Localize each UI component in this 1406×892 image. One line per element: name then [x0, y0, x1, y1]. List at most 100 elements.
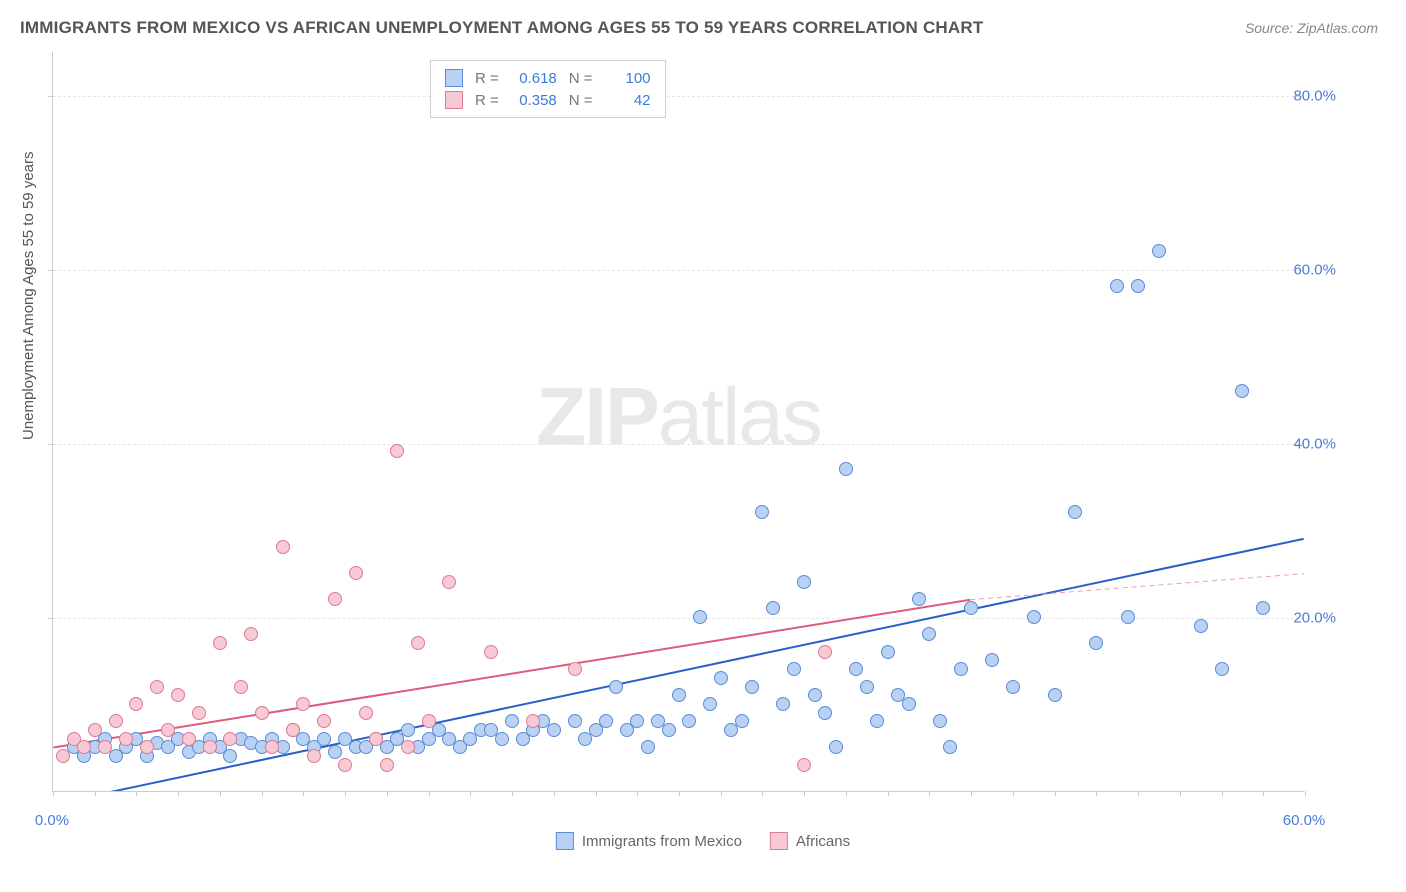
data-point [150, 680, 164, 694]
data-point [1006, 680, 1020, 694]
legend-series-item: Africans [770, 832, 850, 850]
legend-swatch [770, 832, 788, 850]
data-point [797, 758, 811, 772]
x-tick [1180, 791, 1181, 796]
x-tick [1305, 791, 1306, 796]
data-point [203, 740, 217, 754]
data-point [328, 592, 342, 606]
data-point [829, 740, 843, 754]
y-tick-label: 20.0% [1293, 609, 1336, 626]
data-point [484, 645, 498, 659]
data-point [129, 697, 143, 711]
data-point [369, 732, 383, 746]
y-tick-label: 60.0% [1293, 261, 1336, 278]
legend-swatch [445, 69, 463, 87]
data-point [797, 575, 811, 589]
x-tick [762, 791, 763, 796]
data-point [192, 706, 206, 720]
legend-r-value: 0.618 [507, 70, 557, 87]
watermark-atlas: atlas [658, 371, 821, 462]
x-tick [554, 791, 555, 796]
legend-r-value: 0.358 [507, 92, 557, 109]
legend-r-label: R = [475, 70, 499, 87]
data-point [599, 714, 613, 728]
x-tick [596, 791, 597, 796]
data-point [276, 540, 290, 554]
x-tick [512, 791, 513, 796]
data-point [505, 714, 519, 728]
x-tick [1055, 791, 1056, 796]
data-point [213, 636, 227, 650]
data-point [265, 740, 279, 754]
data-point [776, 697, 790, 711]
y-axis-label: Unemployment Among Ages 55 to 59 years [20, 151, 37, 440]
data-point [317, 732, 331, 746]
x-tick [470, 791, 471, 796]
y-tick [48, 444, 53, 445]
data-point [662, 723, 676, 737]
data-point [88, 723, 102, 737]
legend-swatch [445, 91, 463, 109]
x-tick [846, 791, 847, 796]
data-point [964, 601, 978, 615]
legend-n-value: 100 [601, 70, 651, 87]
y-tick-label: 40.0% [1293, 435, 1336, 452]
x-tick [971, 791, 972, 796]
data-point [98, 740, 112, 754]
data-point [745, 680, 759, 694]
data-point [526, 714, 540, 728]
legend-n-label: N = [569, 70, 593, 87]
data-point [933, 714, 947, 728]
data-point [954, 662, 968, 676]
x-tick [888, 791, 889, 796]
data-point [411, 636, 425, 650]
data-point [223, 732, 237, 746]
data-point [286, 723, 300, 737]
y-tick [48, 618, 53, 619]
x-tick [136, 791, 137, 796]
x-tick-label: 0.0% [35, 812, 69, 829]
y-tick [48, 270, 53, 271]
data-point [328, 745, 342, 759]
data-point [1048, 688, 1062, 702]
data-point [234, 680, 248, 694]
data-point [682, 714, 696, 728]
data-point [223, 749, 237, 763]
data-point [244, 627, 258, 641]
legend-series: Immigrants from Mexico Africans [556, 832, 850, 850]
data-point [1068, 505, 1082, 519]
data-point [943, 740, 957, 754]
data-point [703, 697, 717, 711]
data-point [255, 706, 269, 720]
data-point [296, 697, 310, 711]
legend-swatch [556, 832, 574, 850]
data-point [808, 688, 822, 702]
y-tick [48, 96, 53, 97]
data-point [390, 444, 404, 458]
data-point [870, 714, 884, 728]
data-point [547, 723, 561, 737]
gridline [53, 444, 1304, 445]
data-point [1215, 662, 1229, 676]
data-point [1235, 384, 1249, 398]
legend-series-label: Immigrants from Mexico [582, 833, 742, 850]
chart-title: IMMIGRANTS FROM MEXICO VS AFRICAN UNEMPL… [20, 18, 983, 38]
data-point [568, 662, 582, 676]
data-point [818, 645, 832, 659]
data-point [1194, 619, 1208, 633]
y-tick-label: 80.0% [1293, 87, 1336, 104]
x-tick [53, 791, 54, 796]
data-point [1089, 636, 1103, 650]
x-tick-label: 60.0% [1283, 812, 1326, 829]
watermark-zip: ZIP [536, 371, 658, 462]
data-point [609, 680, 623, 694]
data-point [1121, 610, 1135, 624]
gridline [53, 96, 1304, 97]
data-point [1152, 244, 1166, 258]
x-tick [929, 791, 930, 796]
x-tick [637, 791, 638, 796]
source-attribution: Source: ZipAtlas.com [1245, 20, 1378, 36]
data-point [818, 706, 832, 720]
legend-correlation-row: R =0.358N =42 [445, 89, 651, 111]
data-point [119, 732, 133, 746]
